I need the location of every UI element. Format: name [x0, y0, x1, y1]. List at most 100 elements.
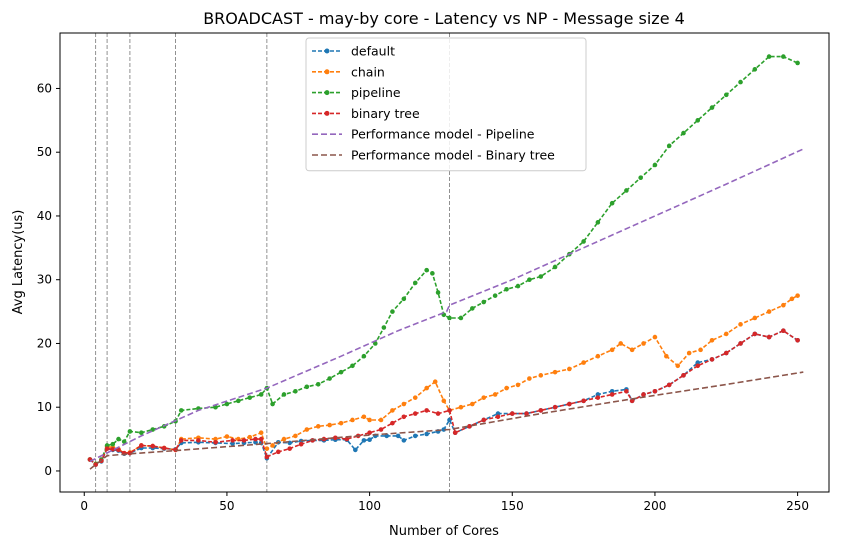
data-point — [196, 438, 201, 443]
plot-frame — [59, 32, 830, 493]
data-point — [624, 188, 629, 193]
data-point — [338, 420, 344, 426]
data-point — [315, 381, 321, 387]
data-point — [361, 414, 367, 420]
data-point — [344, 436, 350, 442]
data-point — [412, 411, 418, 416]
data-point — [504, 286, 509, 292]
data-point — [515, 283, 521, 289]
x-tick-label: 100 — [358, 499, 381, 513]
data-point — [230, 441, 235, 446]
data-point — [515, 382, 521, 388]
data-point — [424, 385, 429, 391]
data-point — [641, 392, 646, 397]
data-point — [652, 162, 658, 168]
data-point — [781, 54, 786, 59]
data-point — [327, 376, 332, 381]
data-point — [709, 337, 715, 343]
data-point — [304, 384, 310, 390]
legend-box — [305, 37, 587, 172]
data-point — [538, 274, 544, 279]
data-point — [361, 353, 367, 359]
y-tick-label: 0 — [44, 464, 52, 478]
data-point — [367, 430, 372, 436]
legend-swatch-marker — [324, 110, 330, 116]
series-line — [89, 371, 804, 470]
data-point — [247, 395, 253, 400]
data-point — [538, 373, 544, 378]
data-point — [253, 436, 258, 442]
data-point — [752, 315, 758, 321]
data-point — [709, 105, 715, 110]
data-point — [435, 290, 441, 295]
data-point — [695, 360, 701, 365]
data-point — [178, 438, 184, 443]
data-point — [447, 417, 452, 423]
data-point — [581, 398, 586, 404]
data-point — [390, 408, 395, 413]
data-point — [213, 436, 218, 442]
data-point — [412, 280, 418, 286]
data-point — [247, 434, 253, 440]
data-point — [624, 388, 629, 394]
data-point — [595, 395, 601, 400]
data-point — [424, 431, 429, 437]
data-point — [447, 315, 452, 321]
legend-label: pipeline — [351, 85, 401, 100]
vertical-reference-lines — [95, 33, 450, 492]
data-point — [709, 357, 715, 362]
data-point — [298, 441, 304, 447]
data-point — [781, 302, 786, 308]
legend-label: Performance model - Pipeline — [351, 127, 535, 142]
x-tick-label: 50 — [219, 499, 234, 513]
data-point — [139, 430, 144, 436]
data-point — [110, 446, 116, 452]
data-point — [338, 369, 344, 375]
x-tick-label: 0 — [80, 499, 88, 513]
data-point — [401, 414, 407, 420]
data-point — [258, 392, 264, 397]
data-point — [552, 369, 558, 375]
data-point — [795, 337, 800, 343]
data-point — [629, 347, 635, 353]
data-point — [435, 411, 441, 416]
series-line — [89, 148, 804, 463]
data-point — [723, 350, 729, 356]
data-point — [681, 130, 686, 136]
data-point — [723, 331, 729, 337]
legend-swatch-marker — [324, 69, 330, 75]
data-point — [361, 438, 367, 443]
series-layer — [87, 54, 804, 470]
chart-title: BROADCAST - may-by core - Latency vs NP … — [203, 9, 685, 28]
x-tick-label: 150 — [501, 499, 524, 513]
data-point — [695, 118, 701, 123]
series-performance-model-binary-tree — [89, 371, 804, 470]
data-point — [270, 401, 275, 407]
data-point — [150, 443, 156, 449]
data-point — [281, 392, 287, 397]
data-point — [609, 388, 615, 394]
data-point — [373, 341, 378, 346]
data-point — [595, 220, 601, 225]
data-point — [264, 446, 270, 451]
data-point — [178, 408, 184, 413]
data-point — [567, 366, 572, 372]
data-point — [230, 438, 235, 443]
data-point — [395, 433, 401, 439]
data-point — [609, 392, 615, 397]
data-point — [161, 445, 167, 451]
data-point — [567, 401, 572, 407]
data-point — [781, 328, 786, 334]
y-axis-label: Avg Latency(us) — [11, 210, 26, 315]
data-point — [795, 293, 800, 298]
data-point — [752, 331, 758, 337]
y-tick-label: 10 — [37, 400, 52, 414]
legend-label: chain — [351, 64, 385, 79]
data-point — [293, 433, 298, 439]
data-point — [470, 401, 475, 407]
data-point — [686, 350, 692, 356]
legend-label: default — [351, 44, 395, 59]
data-point — [638, 175, 643, 181]
data-point — [350, 363, 355, 369]
